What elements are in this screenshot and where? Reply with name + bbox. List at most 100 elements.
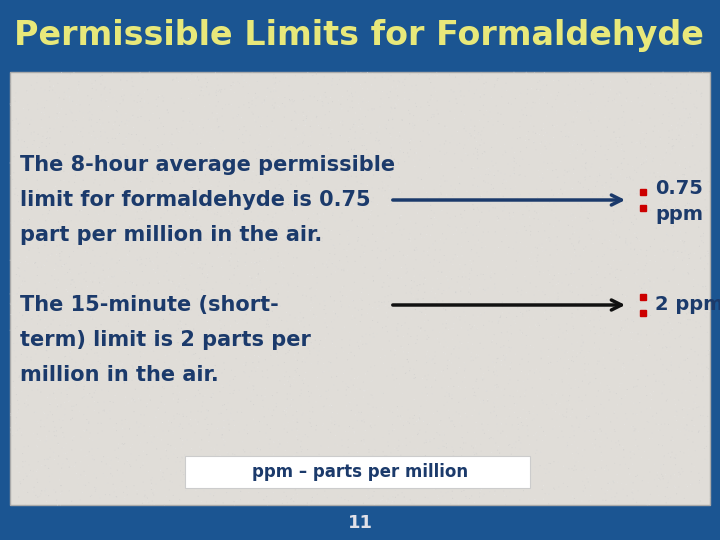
Point — [488, 407, 500, 416]
Point — [46, 158, 58, 166]
Point — [250, 367, 261, 376]
Point — [9, 97, 21, 105]
Point — [227, 455, 238, 463]
Point — [51, 250, 63, 259]
Point — [632, 188, 644, 197]
Point — [411, 300, 423, 309]
Point — [314, 173, 325, 181]
Point — [491, 411, 503, 420]
Point — [423, 244, 435, 252]
Point — [363, 470, 374, 479]
Point — [661, 230, 672, 239]
Point — [276, 496, 288, 504]
Point — [10, 89, 22, 97]
Point — [199, 152, 211, 160]
Point — [681, 220, 693, 228]
Point — [684, 199, 696, 208]
Point — [389, 155, 400, 164]
Point — [373, 198, 384, 207]
Point — [474, 410, 485, 418]
Point — [264, 176, 276, 185]
Point — [263, 320, 274, 329]
Point — [253, 353, 265, 362]
Point — [476, 244, 487, 252]
Point — [274, 103, 285, 111]
Point — [557, 80, 569, 89]
Point — [120, 424, 131, 433]
Point — [480, 302, 491, 311]
Point — [295, 193, 307, 202]
Point — [495, 312, 506, 320]
Point — [563, 128, 575, 137]
Point — [644, 277, 656, 286]
Point — [511, 312, 523, 321]
Point — [647, 157, 659, 166]
Point — [305, 326, 317, 335]
Point — [416, 301, 428, 310]
Point — [341, 226, 353, 235]
Point — [414, 280, 426, 289]
Point — [421, 389, 433, 398]
Point — [552, 91, 563, 100]
Point — [61, 321, 73, 330]
Point — [489, 280, 500, 288]
Point — [548, 191, 559, 199]
Point — [144, 431, 156, 440]
Point — [514, 117, 526, 126]
Point — [480, 170, 492, 179]
Point — [192, 217, 204, 226]
Point — [484, 434, 495, 443]
Point — [315, 336, 326, 345]
Point — [427, 241, 438, 250]
Point — [150, 408, 162, 417]
Point — [22, 328, 33, 336]
Point — [176, 322, 188, 331]
Point — [652, 469, 663, 477]
Point — [369, 446, 381, 455]
Point — [682, 410, 693, 419]
Point — [377, 178, 388, 186]
Point — [96, 171, 108, 179]
Point — [325, 366, 336, 374]
Point — [258, 453, 269, 462]
Point — [696, 342, 707, 350]
Point — [372, 318, 384, 327]
Point — [560, 131, 572, 139]
Point — [427, 300, 438, 308]
Point — [323, 150, 335, 158]
Point — [635, 139, 647, 147]
Point — [351, 416, 363, 425]
Point — [453, 500, 464, 508]
Point — [488, 398, 500, 407]
Point — [384, 172, 395, 180]
Point — [326, 133, 338, 142]
Point — [644, 389, 656, 398]
Point — [330, 431, 341, 440]
Point — [121, 483, 132, 492]
Point — [321, 456, 333, 464]
Point — [556, 246, 567, 255]
Point — [631, 270, 643, 279]
Point — [314, 232, 325, 241]
Point — [393, 325, 405, 334]
Point — [596, 286, 608, 295]
Point — [168, 75, 179, 84]
Point — [679, 218, 690, 226]
Point — [420, 471, 432, 480]
Point — [524, 409, 536, 418]
Point — [490, 280, 501, 288]
Point — [501, 343, 513, 352]
Point — [145, 485, 157, 494]
Point — [433, 217, 445, 225]
Point — [405, 364, 416, 373]
Point — [11, 270, 22, 279]
Point — [622, 305, 634, 314]
Point — [8, 303, 19, 312]
Point — [336, 105, 348, 113]
Point — [226, 166, 238, 174]
Point — [414, 426, 426, 435]
Point — [667, 349, 678, 357]
Point — [40, 214, 52, 222]
Point — [195, 86, 207, 95]
Point — [189, 428, 201, 437]
